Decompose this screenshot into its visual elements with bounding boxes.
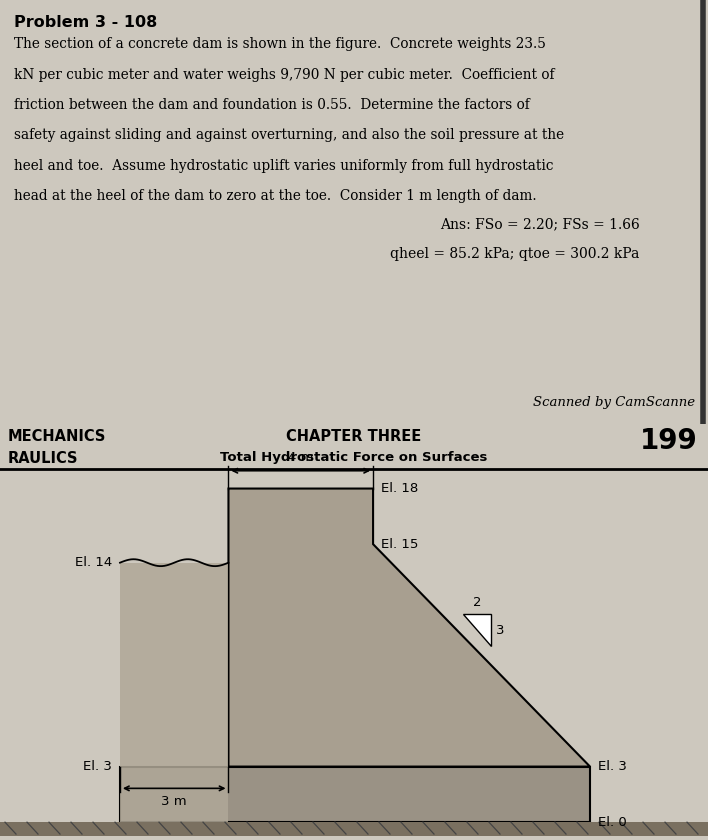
Text: El. 0: El. 0 xyxy=(598,816,627,829)
Bar xyxy=(0,822,708,836)
Text: friction between the dam and foundation is 0.55.  Determine the factors of: friction between the dam and foundation … xyxy=(14,98,530,112)
Text: 3: 3 xyxy=(496,624,505,637)
Text: The section of a concrete dam is shown in the figure.  Concrete weights 23.5: The section of a concrete dam is shown i… xyxy=(14,37,546,51)
Text: 199: 199 xyxy=(640,427,698,455)
Text: qheel = 85.2 kPa; qtoe = 300.2 kPa: qheel = 85.2 kPa; qtoe = 300.2 kPa xyxy=(390,248,639,261)
Text: El. 3: El. 3 xyxy=(83,760,112,773)
Text: El. 3: El. 3 xyxy=(598,760,627,773)
Text: Problem 3 - 108: Problem 3 - 108 xyxy=(14,15,157,30)
Text: kN per cubic meter and water weighs 9,790 N per cubic meter.  Coefficient of: kN per cubic meter and water weighs 9,79… xyxy=(14,68,554,81)
Polygon shape xyxy=(120,767,590,822)
Text: 2: 2 xyxy=(473,596,481,610)
Text: head at the heel of the dam to zero at the toe.  Consider 1 m length of dam.: head at the heel of the dam to zero at t… xyxy=(14,189,537,203)
Text: MECHANICS: MECHANICS xyxy=(8,429,106,444)
Text: 3 m: 3 m xyxy=(161,795,187,808)
Text: Ans: FSo = 2.20; FSs = 1.66: Ans: FSo = 2.20; FSs = 1.66 xyxy=(440,218,640,231)
Text: 4 m: 4 m xyxy=(288,451,314,464)
Text: El. 14: El. 14 xyxy=(75,556,112,570)
Text: Scanned by CamScanne: Scanned by CamScanne xyxy=(533,396,695,409)
Polygon shape xyxy=(229,489,590,767)
Polygon shape xyxy=(120,563,229,822)
Text: Total Hydrostatic Force on Surfaces: Total Hydrostatic Force on Surfaces xyxy=(220,451,488,464)
Text: CHAPTER THREE: CHAPTER THREE xyxy=(286,429,422,444)
Text: El. 15: El. 15 xyxy=(381,538,418,551)
Text: RAULICS: RAULICS xyxy=(8,451,79,466)
Text: safety against sliding and against overturning, and also the soil pressure at th: safety against sliding and against overt… xyxy=(14,129,564,142)
Polygon shape xyxy=(464,614,491,646)
Text: heel and toe.  Assume hydrostatic uplift varies uniformly from full hydrostatic: heel and toe. Assume hydrostatic uplift … xyxy=(14,159,554,172)
Text: El. 18: El. 18 xyxy=(381,482,418,495)
